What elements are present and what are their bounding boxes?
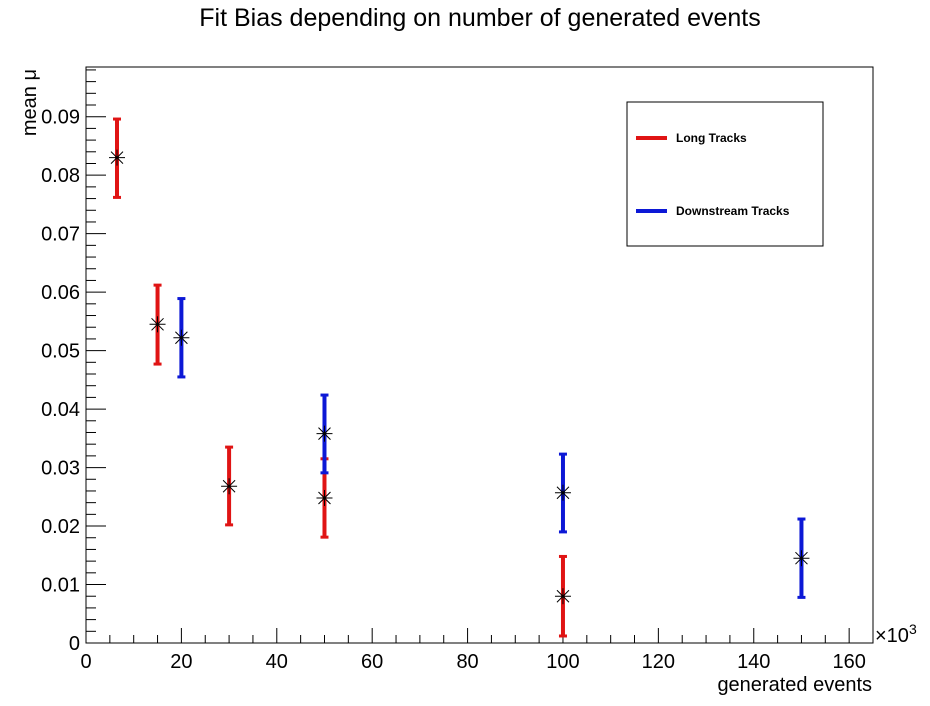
y-tick-label: 0.06 (41, 282, 80, 304)
y-tick-label: 0.07 (41, 224, 80, 246)
series-downstream-tracks (173, 297, 810, 599)
legend: Long Tracks Downstream Tracks (626, 101, 824, 247)
x-axis: 0 20 40 60 80 100 120 140 160 (80, 628, 874, 673)
x-tick-label: 0 (80, 651, 91, 673)
y-tick-label: 0.03 (41, 458, 80, 480)
data-point-marker (793, 550, 810, 567)
x-tick-label: 80 (456, 651, 478, 673)
data-point-marker (554, 588, 571, 605)
y-tick-label: 0.02 (41, 516, 80, 538)
x-tick-label: 100 (546, 651, 579, 673)
data-point-marker (109, 149, 126, 166)
x-axis-label: generated events (717, 674, 872, 696)
x-axis-multiplier-exponent: 3 (909, 621, 917, 637)
y-tick-label: 0.09 (41, 107, 80, 129)
legend-box (626, 101, 824, 247)
y-tick-label: 0.05 (41, 341, 80, 363)
chart-title: Fit Bias depending on number of generate… (199, 4, 761, 32)
data-point-marker (149, 316, 166, 333)
y-tick-label: 0 (69, 633, 80, 655)
legend-label-downstream-tracks: Downstream Tracks (676, 204, 790, 218)
data-point-marker (554, 484, 571, 501)
x-tick-label: 60 (361, 651, 383, 673)
x-axis-multiplier: ×103 (875, 621, 917, 647)
data-point-marker (173, 329, 190, 346)
y-axis-label: mean μ (19, 69, 41, 136)
legend-label-long-tracks: Long Tracks (676, 131, 747, 145)
x-tick-label: 20 (170, 651, 192, 673)
series-layer (109, 117, 810, 638)
y-tick-label: 0.04 (41, 399, 80, 421)
x-axis-multiplier-base: ×10 (875, 625, 909, 647)
x-tick-label: 40 (266, 651, 288, 673)
x-tick-label: 140 (737, 651, 770, 673)
y-axis: 0 0.01 0.02 0.03 0.04 0.05 0.06 0.07 0.08 0.09 (41, 67, 106, 655)
y-tick-label: 0.08 (41, 165, 80, 187)
data-point-marker (316, 489, 333, 506)
x-tick-label: 120 (642, 651, 675, 673)
x-tick-label: 160 (832, 651, 865, 673)
data-point-marker (316, 425, 333, 442)
data-point-marker (221, 478, 238, 495)
y-tick-label: 0.01 (41, 575, 80, 597)
